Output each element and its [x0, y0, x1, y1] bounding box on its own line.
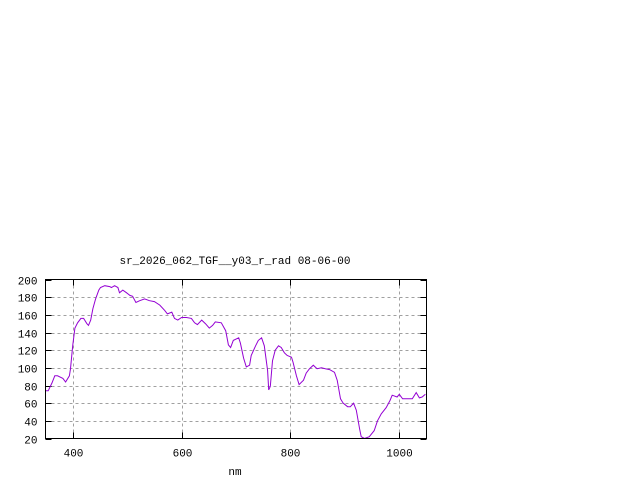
y-tick-label: 100 [18, 365, 38, 377]
series-line [45, 285, 426, 440]
x-tick-label: 1000 [386, 449, 412, 461]
tick-labels: 20 40 60 80 100 120 140 160 180 200 400 600 800 1000 [18, 277, 413, 461]
chart-title: sr_2026_062_TGF__y03_r_rad 08-06-00 [119, 256, 350, 268]
y-tick-label: 60 [24, 400, 37, 412]
plot-border [45, 279, 427, 439]
y-tick-label: 20 [24, 436, 37, 448]
x-axis-label: nm [228, 467, 242, 479]
y-tick-label: 80 [24, 383, 37, 395]
x-tick-label: 400 [64, 449, 84, 461]
y-tick-label: 180 [18, 294, 38, 306]
axis-ticks [45, 279, 427, 440]
y-tick-label: 160 [18, 312, 38, 324]
y-tick-label: 140 [18, 330, 38, 342]
y-tick-label: 120 [18, 347, 38, 359]
x-tick-label: 600 [173, 449, 193, 461]
y-tick-label: 40 [24, 418, 37, 430]
y-tick-label: 200 [18, 277, 38, 289]
x-tick-label: 800 [281, 449, 301, 461]
grid [45, 279, 427, 439]
